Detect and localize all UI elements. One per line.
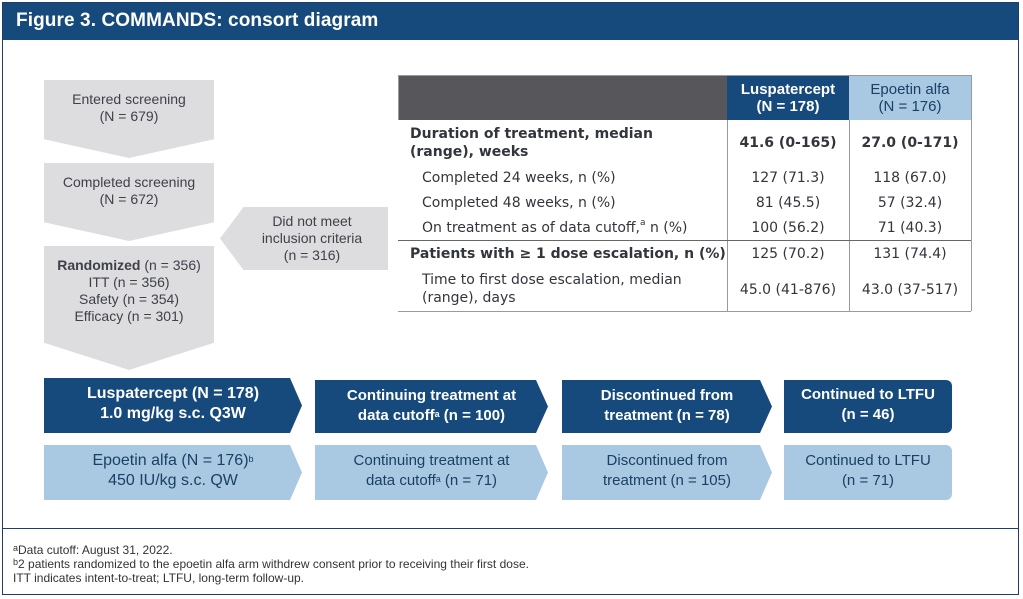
entered-screening-box: Entered screening (N = 679): [44, 80, 214, 158]
epo-discontinued-box: Discontinued from treatment (n = 105): [562, 445, 772, 500]
table-cell: 41.6 (0-165): [739, 135, 837, 151]
table-col1-line: [727, 120, 728, 311]
figure-header: Figure 3. COMMANDS: consort diagram: [3, 3, 1018, 40]
excluded-count: (n = 316): [283, 247, 341, 263]
efficacy-count: Efficacy (n = 301): [74, 308, 184, 324]
table-row-label: Time to first dose escalation, median (ra…: [422, 272, 682, 306]
lusp-continuing-line2: data cutoffa (n = 100): [357, 407, 506, 424]
randomized-box: Randomized (n = 356) ITT (n = 356) Safet…: [44, 246, 214, 370]
table-cell: 127 (71.3): [751, 170, 825, 186]
epo-header-n: (N = 176): [878, 98, 942, 115]
lusp-ltfu-box: Continued to LTFU (n = 46): [784, 380, 952, 433]
safety-count: Safety (n = 354): [78, 291, 179, 307]
footnote-abbrev: ITT indicates intent-to-treat; LTFU, lon…: [13, 571, 304, 585]
lusp-header-n: (N = 178): [756, 98, 820, 115]
table-cell: 118 (67.0): [873, 170, 947, 186]
lusp-arm-name: Luspatercept (N = 178): [86, 385, 260, 402]
epo-ltfu-line2: (n = 71): [841, 472, 895, 489]
table-left-line: [398, 75, 399, 120]
footnote-a: aData cutoff: August 31, 2022.: [13, 543, 173, 557]
table-cell: 45.0 (41-876): [739, 282, 837, 298]
epo-continuing-line1: Continuing treatment at: [353, 452, 510, 469]
table-row-label: Patients with ≥ 1 dose escalation, n (%): [410, 246, 726, 262]
footnote-b: b2 patients randomized to the epoetin al…: [13, 557, 529, 571]
lusp-arm-dose: 1.0 mg/kg s.c. Q3W: [100, 405, 246, 422]
table-col2-line: [849, 120, 850, 311]
epo-disc-line1: Discontinued from: [606, 452, 728, 469]
itt-count: ITT (n = 356): [88, 274, 170, 290]
table-section-line: [398, 240, 971, 241]
table-cell: 27.0 (0-171): [861, 135, 959, 151]
completed-screening-box: Completed screening (N = 672): [44, 163, 214, 241]
table-cell: 81 (45.5): [755, 195, 821, 211]
figure-title: Figure 3. COMMANDS: consort diagram: [16, 10, 379, 31]
table-row-label: On treatment as of data cutoff,a n (%): [422, 218, 688, 236]
randomized-count: (n = 356): [144, 257, 201, 273]
table-cell: 43.0 (37-517): [861, 282, 959, 298]
lusp-ltfu-line2: (n = 46): [841, 406, 895, 423]
epo-continuing-line2: data cutoffa (n = 71): [365, 472, 498, 489]
table-cell: 131 (74.4): [873, 246, 947, 262]
epo-arm-name: Epoetin alfa (N = 176)b: [92, 452, 254, 469]
table-header-blank: [398, 76, 727, 120]
lusp-disc-line1: Discontinued from: [600, 387, 734, 404]
excluded-line2: inclusion criteria: [261, 230, 363, 246]
table-right-line: [971, 75, 972, 311]
epo-arm-dose: 450 IU/kg s.c. QW: [108, 472, 238, 489]
luspatercept-arm-box: Luspatercept (N = 178) 1.0 mg/kg s.c. Q3…: [44, 378, 302, 433]
table-bottom-line: [398, 311, 971, 312]
entered-screening-label: Entered screening: [72, 91, 186, 107]
epo-disc-line2: treatment (n = 105): [603, 472, 731, 489]
lusp-discontinued-box: Discontinued from treatment (n = 78): [562, 380, 772, 433]
lusp-header-name: Luspatercept: [740, 81, 836, 98]
table-row-label: Completed 24 weeks, n (%): [422, 170, 616, 186]
table-cell: 125 (70.2): [751, 246, 825, 262]
excluded-line1: Did not meet: [272, 213, 352, 229]
entered-screening-count: (N = 679): [99, 108, 159, 124]
lusp-disc-line2: treatment (n = 78): [604, 407, 730, 424]
lusp-continuing-box: Continuing treatment at data cutoffa (n …: [315, 380, 548, 433]
lusp-ltfu-line1: Continued to LTFU: [801, 386, 935, 403]
table-cell: 71 (40.3): [877, 220, 943, 236]
randomized-label: Randomized: [57, 257, 141, 273]
table-top-line: [398, 75, 971, 76]
table-row-label: Completed 48 weeks, n (%): [422, 195, 616, 211]
table-cell: 100 (56.2): [751, 220, 825, 236]
completed-screening-label: Completed screening: [62, 174, 196, 190]
table-row-label: Duration of treatment, median (range), we…: [410, 126, 653, 160]
epo-ltfu-line1: Continued to LTFU: [805, 452, 931, 469]
epo-continuing-box: Continuing treatment at data cutoffa (n …: [315, 445, 548, 500]
epo-header-name: Epoetin alfa: [870, 81, 950, 98]
epoetin-arm-box: Epoetin alfa (N = 176)b 450 IU/kg s.c. Q…: [44, 445, 302, 500]
table-header-epoetin: Epoetin alfa (N = 176): [849, 76, 971, 120]
lusp-continuing-line1: Continuing treatment at: [346, 387, 517, 404]
excluded-box: Did not meet inclusion criteria (n = 316…: [220, 207, 388, 270]
epo-ltfu-box: Continued to LTFU (n = 71): [784, 445, 952, 500]
table-cell: 57 (32.4): [877, 195, 943, 211]
table-header-luspatercept: Luspatercept (N = 178): [727, 76, 849, 120]
completed-screening-count: (N = 672): [99, 191, 159, 207]
footnote-divider: [3, 528, 1018, 529]
